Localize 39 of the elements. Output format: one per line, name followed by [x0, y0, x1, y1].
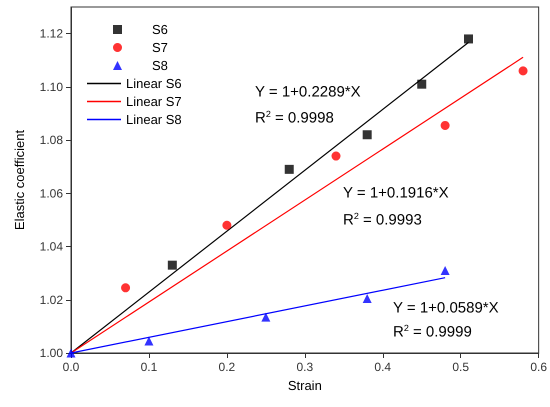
legend-label: S7	[152, 40, 168, 55]
point	[464, 34, 474, 44]
annotation: Y = 1+0.2289*X	[255, 84, 361, 100]
annotation: Y = 1+0.1916*X	[343, 184, 449, 202]
legend-label: Linear S7	[126, 94, 182, 109]
y-tick-label: 1.06	[40, 186, 64, 200]
legend-label: S6	[152, 22, 168, 37]
point	[222, 220, 232, 230]
y-tick-label: 1.04	[40, 240, 64, 254]
point	[284, 164, 294, 174]
x-tick-label: 0.3	[296, 360, 314, 374]
point	[440, 266, 450, 275]
legend-label: Linear S8	[126, 112, 182, 127]
point	[440, 120, 450, 130]
legend-label: Linear S6	[126, 76, 182, 91]
y-tick-label: 1.10	[40, 80, 64, 94]
y-tick-label: 1.12	[40, 26, 64, 41]
annotation: Y = 1+0.0589*X	[393, 300, 499, 316]
x-tick-label: 0.0	[62, 360, 80, 374]
y-axis-title: Elastic coefficient	[12, 130, 27, 230]
point	[362, 294, 372, 303]
y-tick-label: 1.00	[40, 346, 64, 360]
legend-label: S8	[152, 58, 168, 73]
point	[332, 152, 341, 161]
y-tick-label: 1.02	[40, 292, 64, 307]
x-tick-label: 0.5	[452, 360, 470, 374]
point	[144, 336, 154, 346]
point	[362, 130, 372, 140]
point	[518, 66, 528, 76]
point	[168, 260, 177, 270]
x-tick-label: 0.6	[530, 360, 548, 374]
point	[417, 80, 426, 89]
x-tick-label: 0.4	[374, 360, 392, 374]
x-tick-label: 0.1	[140, 360, 158, 374]
x-axis-title: Strain	[288, 378, 322, 393]
x-tick-label: 0.2	[218, 360, 236, 374]
point	[121, 283, 130, 292]
y-tick-label: 1.08	[40, 133, 64, 148]
point	[261, 312, 270, 322]
